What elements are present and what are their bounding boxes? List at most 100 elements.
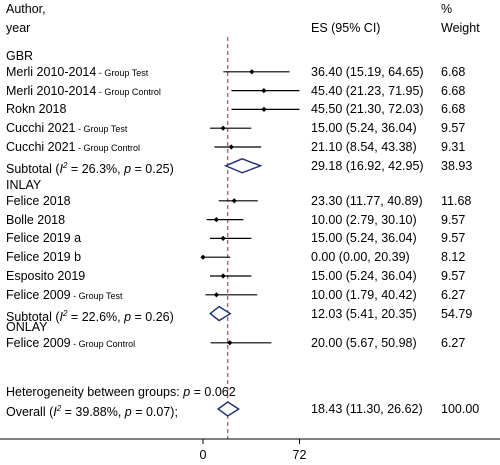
study-author: Cucchi 2021 [6,140,76,154]
summary-label-mid: = 39.88%, [61,405,125,420]
study-es-ci: 10.00 (1.79, 40.42) [311,287,417,302]
point-estimate-marker [220,235,226,241]
overall-diamond [216,401,240,417]
i-squared-symbol: I2 [53,404,62,420]
study-weight: 6.27 [441,287,466,302]
study-author: Felice 2019 b [6,250,82,265]
overall-label: Overall (I2 = 39.88%, p = 0.07); [6,402,178,419]
study-es-ci: 23.30 (11.77, 40.89) [311,193,423,208]
study-author: Merli 2010-2014 [6,83,97,98]
point-estimate-marker [200,254,206,260]
x-axis-tick-label: 0 [200,448,207,462]
study-label: Felice 2009 - Group Control [6,336,135,351]
summary-p-value: = 0.25) [131,161,174,176]
es-column-header: ES (95% CI) [311,21,381,35]
study-label: Felice 2019 a [6,231,81,245]
i-squared-symbol: I2 [59,308,68,324]
heterogeneity-text: Heterogeneity between groups: [6,385,184,399]
subtotal-weight: 38.93 [441,158,473,173]
study-weight: 6.68 [441,83,466,98]
study-label: Bolle 2018 [6,213,65,227]
study-es-ci: 0.00 (0.00, 20.39) [311,250,410,265]
study-subgroup: - Group Control [96,86,161,97]
study-author: Felice 2009 [6,335,71,350]
i-squared-superscript: 2 [63,308,68,318]
study-es-ci: 10.00 (2.79, 30.10) [311,212,417,227]
study-weight: 6.68 [441,102,466,117]
group-heading: GBR [6,49,34,63]
point-estimate-marker [249,69,255,75]
study-es-ci: 15.00 (5.24, 36.04) [311,121,417,136]
summary-label-prefix: Subtotal ( [6,161,60,176]
overall-weight: 100.00 [441,402,480,416]
point-estimate-marker [261,106,267,112]
summary-label-mid: = 26.3%, [67,161,125,176]
study-label: Cucchi 2021 - Group Control [6,140,140,155]
study-label: Merli 2010-2014 - Group Control [6,84,161,99]
study-author: Esposito 2019 [6,269,86,283]
study-weight: 6.68 [441,64,466,79]
study-es-ci: 21.10 (8.54, 43.38) [311,140,417,154]
study-weight: 9.57 [441,212,466,227]
study-label: Felice 2019 b [6,250,81,264]
study-label: Merli 2010-2014 - Group Test [6,65,148,80]
subtotal-es-ci: 12.03 (5.41, 20.35) [311,306,417,321]
study-author: Felice 2009 [6,287,71,302]
study-column-header-line1: Author, [6,2,46,16]
study-es-ci: 15.00 (5.24, 36.04) [311,231,417,246]
i-squared-superscript: 2 [56,404,62,413]
summary-label-prefix: Overall ( [6,405,54,420]
study-weight: 11.68 [441,193,472,208]
study-author: Felice 2018 [6,193,71,208]
study-subgroup: - Group Test [70,290,123,301]
p-symbol: p [124,405,132,420]
study-label: Rokn 2018 [6,102,66,116]
i-squared-superscript: 2 [63,160,68,170]
weight-column-header-line1: % [441,2,453,16]
summary-p-value: = 0.26) [131,309,174,324]
i-squared-symbol: I2 [59,160,68,176]
point-estimate-marker [220,273,226,279]
p-symbol: p [124,161,132,176]
heterogeneity-label: Heterogeneity between groups: p = 0.062 [6,385,236,399]
study-es-ci: 15.00 (5.24, 36.04) [311,269,417,283]
group-heading: INLAY [6,178,42,192]
study-weight: 9.31 [441,140,466,154]
study-label: Cucchi 2021 - Group Test [6,121,127,136]
point-estimate-marker [213,292,220,298]
subtotal-diamond [223,158,263,174]
p-symbol: p [183,385,191,399]
study-label: Felice 2018 [6,194,71,208]
study-es-ci: 45.50 (21.30, 72.03) [311,102,424,117]
subtotal-es-ci: 29.18 (16.92, 42.95) [311,158,424,173]
study-weight: 9.57 [441,121,466,136]
study-subgroup: - Group Test [96,67,149,78]
point-estimate-marker [228,144,234,150]
p-symbol: p [124,309,132,324]
study-weight: 9.57 [441,269,466,283]
point-estimate-marker [231,198,237,204]
subtotal-weight: 54.79 [441,306,473,321]
study-author: Cucchi 2021 [6,121,76,136]
study-es-ci: 45.40 (21.23, 71.95) [311,83,424,98]
study-subgroup: - Group Test [75,124,128,135]
study-author: Merli 2010-2014 [6,64,97,79]
study-weight: 8.12 [441,250,466,265]
study-author: Felice 2019 a [6,231,82,246]
x-axis-tick-label: 72 [293,448,307,462]
heterogeneity-p-value: = 0.062 [190,385,236,399]
summary-p-value: = 0.07); [131,405,178,420]
point-estimate-marker [261,88,267,94]
study-author: Bolle 2018 [6,212,66,227]
study-label: Esposito 2019 [6,269,85,283]
study-subgroup: - Group Control [75,143,141,153]
study-weight: 6.27 [441,335,466,350]
study-column-header-line2: year [6,21,31,35]
study-author: Rokn 2018 [6,102,67,117]
group-heading: ONLAY [6,320,48,334]
study-es-ci: 36.40 (15.19, 64.65) [311,64,424,79]
study-es-ci: 20.00 (5.67, 50.98) [311,335,417,350]
subtotal-diamond [209,305,232,322]
summary-label-mid: = 22.6%, [67,309,125,324]
